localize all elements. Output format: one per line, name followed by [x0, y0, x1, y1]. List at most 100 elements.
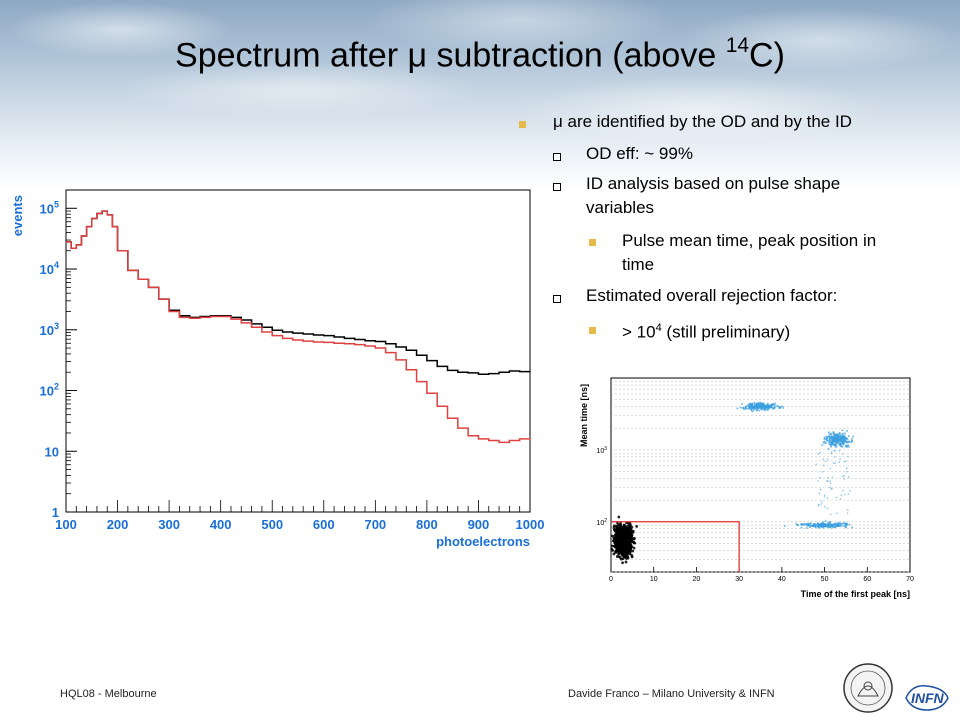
scatter-point: [829, 480, 831, 482]
scatter-point: [772, 408, 775, 411]
scatter-point: [833, 449, 836, 452]
scatter-point: [622, 523, 626, 527]
scatter-point: [830, 513, 832, 516]
scatter-point: [783, 525, 786, 528]
scatter-point: [839, 444, 842, 447]
scatter-point: [828, 439, 831, 442]
scatter-point: [812, 523, 815, 526]
scatter-point: [619, 557, 623, 561]
scatter-point: [617, 527, 621, 531]
scatter-point: [759, 405, 762, 408]
y-tick-label: 102: [40, 382, 59, 399]
y-tick-exp: 3: [604, 446, 607, 452]
scatter-point: [839, 436, 842, 439]
y-tick-label: 1: [52, 505, 59, 520]
x-tick-label: 500: [261, 517, 283, 532]
scatter-point: [838, 461, 841, 463]
scatter-point: [847, 444, 850, 447]
scatter-point: [757, 403, 760, 406]
scatter-point: [838, 522, 841, 525]
x-tick-label: 30: [735, 576, 743, 583]
x-tick-label: 800: [416, 517, 438, 532]
x-axis-label: photoelectrons: [436, 534, 530, 549]
scatter-point: [845, 440, 848, 443]
scatter-point: [622, 528, 626, 531]
scatter-point: [832, 432, 835, 435]
scatter-point: [762, 404, 765, 407]
scatter-point: [839, 438, 842, 441]
scatter-point: [744, 405, 747, 408]
scatter-point: [755, 403, 758, 406]
scatter-point: [841, 440, 844, 443]
y-tick-base: 10: [40, 262, 54, 277]
scatter-point: [799, 523, 802, 526]
scatter-point: [828, 522, 831, 525]
scatter-point: [816, 522, 819, 525]
scatter-point: [773, 406, 776, 409]
scatter-point: [736, 407, 739, 410]
scatter-point: [847, 445, 850, 448]
scatter-points: [610, 401, 855, 565]
scatter-point: [621, 561, 624, 565]
bullet-5-post: (still preliminary): [661, 322, 791, 342]
scatter-point: [831, 442, 834, 445]
bullet-1: OD eff: ~ 99%: [586, 144, 693, 163]
scatter-point: [747, 403, 750, 406]
slide-title: Spectrum after μ subtraction (above 14C): [0, 34, 960, 75]
y-tick-label: 103: [40, 321, 59, 338]
scatter-point: [819, 451, 822, 454]
scatter-point: [823, 438, 826, 441]
scatter-point: [839, 432, 842, 435]
scatter-point: [760, 406, 763, 409]
scatter-point: [629, 532, 632, 536]
x-tick-label: 10: [650, 576, 658, 583]
scatter-point: [845, 460, 847, 462]
x-tick-label: 60: [863, 576, 871, 583]
bullet-2-line2: variables: [586, 198, 655, 217]
bullet-square-icon: [589, 239, 596, 246]
infn-logo-icon: INFN: [905, 685, 949, 711]
scatter-point: [614, 550, 618, 553]
y-tick-base: 1: [52, 505, 59, 520]
scatter-point: [830, 452, 833, 455]
scatter-point: [829, 526, 832, 529]
scatter-point: [622, 553, 626, 557]
scatter-point: [760, 408, 763, 411]
scatter-point: [843, 440, 846, 443]
scatter-point: [755, 409, 758, 412]
scatter-point: [763, 407, 766, 410]
scatter-point: [828, 520, 831, 523]
scatter-point: [842, 489, 844, 492]
scatter-point: [851, 526, 854, 529]
scatter-point: [833, 462, 835, 464]
scatter-point: [844, 445, 847, 448]
scatter-point: [823, 494, 826, 496]
scatter-point: [807, 524, 810, 527]
scatter-point: [822, 464, 825, 467]
scatter-point: [834, 441, 837, 444]
scatter-point: [739, 406, 742, 409]
bullet-box-icon: [553, 295, 561, 303]
scatter-point: [746, 407, 749, 410]
scatter-point: [843, 434, 846, 437]
scatter-point: [632, 536, 636, 540]
bullet-3: Pulse mean time, peak position in: [622, 231, 877, 250]
scatter-point: [820, 500, 823, 503]
scatter-point: [846, 467, 848, 470]
scatter-point: [826, 439, 829, 442]
scatter-point: [823, 441, 826, 444]
scatter-point: [632, 540, 636, 544]
scatter-point: [847, 493, 850, 495]
scatter-point: [815, 463, 817, 466]
scatter-point: [622, 540, 625, 544]
scatter-point: [846, 509, 849, 512]
scatter-point: [842, 442, 845, 445]
scatter-point: [819, 523, 822, 526]
scatter-point: [821, 521, 824, 524]
scatter-point: [774, 402, 777, 405]
scatter-point: [614, 544, 617, 548]
scatter-point: [821, 444, 824, 447]
